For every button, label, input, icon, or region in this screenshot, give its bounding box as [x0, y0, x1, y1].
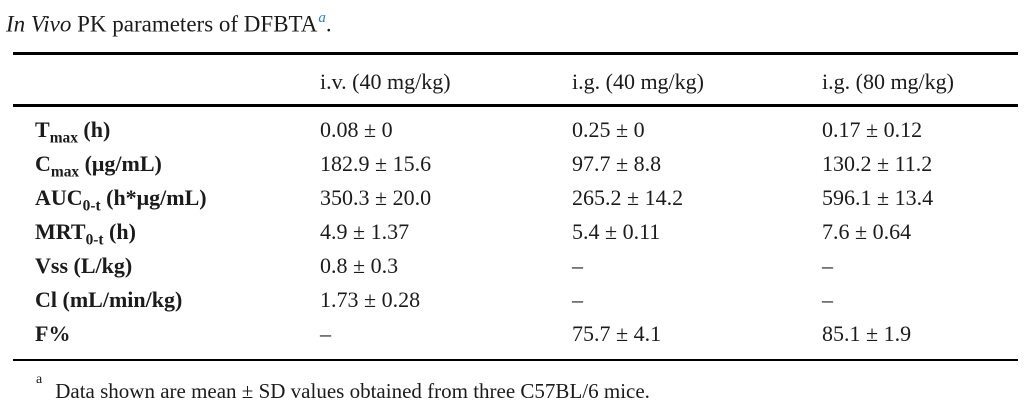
cell-value: 97.7 ± 8.8 — [572, 150, 662, 176]
column-header-iv-40: i.v. (40 mg/kg) — [320, 68, 451, 94]
table-row-vss: Vss (L/kg) 0.8 ± 0.3 – – — [13, 249, 1018, 283]
caption-italic-part: In Vivo — [6, 11, 72, 37]
cell-value: 596.1 ± 13.4 — [822, 184, 934, 210]
caption-footnote-link[interactable]: a — [318, 10, 326, 26]
row-label-tmax: Tmax (h) — [13, 105, 320, 147]
cell-value: – — [320, 320, 331, 346]
cell-value: 0.17 ± 0.12 — [822, 116, 923, 142]
cell-value: 182.9 ± 15.6 — [320, 150, 432, 176]
row-label-auc: AUC0-t (h*μg/mL) — [13, 181, 320, 215]
table-row-f: F% – 75.7 ± 4.1 85.1 ± 1.9 — [13, 317, 1018, 360]
column-header-ig-40: i.g. (40 mg/kg) — [572, 68, 704, 94]
row-label-cmax: Cmax (μg/mL) — [13, 147, 320, 181]
label-unit: (h*μg/mL) — [100, 184, 207, 210]
table-row-cl: Cl (mL/min/kg) 1.73 ± 0.28 – – — [13, 283, 1018, 317]
cell-value: – — [572, 286, 583, 312]
column-header-ig-80: i.g. (80 mg/kg) — [822, 68, 954, 94]
cell-value: 265.2 ± 14.2 — [572, 184, 684, 210]
table-row-auc: AUC0-t (h*μg/mL) 350.3 ± 20.0 265.2 ± 14… — [13, 181, 1018, 215]
row-label-cl: Cl (mL/min/kg) — [13, 283, 320, 317]
label-unit: (h) — [77, 116, 111, 142]
row-label-vss: Vss (L/kg) — [13, 249, 320, 283]
cell-value: 0.08 ± 0 — [320, 116, 393, 142]
label-unit: (μg/mL) — [79, 150, 162, 176]
label-sub: 0-t — [82, 197, 101, 215]
cell-value: 0.25 ± 0 — [572, 116, 645, 142]
cell-value: 5.4 ± 0.11 — [572, 218, 661, 244]
label-unit: (mL/min/kg) — [57, 286, 183, 312]
label-base: MRT — [35, 218, 86, 244]
label-base: AUC — [35, 184, 83, 210]
table-row-cmax: Cmax (μg/mL) 182.9 ± 15.6 97.7 ± 8.8 130… — [13, 147, 1018, 181]
cell-value: 350.3 ± 20.0 — [320, 184, 432, 210]
label-sub: max — [49, 129, 78, 147]
label-base: Vss — [35, 252, 69, 278]
table-row-mrt: MRT0-t (h) 4.9 ± 1.37 5.4 ± 0.11 7.6 ± 0… — [13, 215, 1018, 249]
table-caption: In Vivo PK parameters of DFBTAa. — [0, 0, 1036, 40]
cell-value: – — [572, 252, 583, 278]
label-sub: max — [50, 163, 80, 181]
label-base: T — [35, 116, 50, 142]
label-unit: (L/kg) — [68, 252, 133, 278]
footnote-text: Data shown are mean ± SD values obtained… — [55, 378, 650, 403]
footnote-marker: a — [36, 371, 43, 387]
caption-regular-part: PK parameters of DFBTA — [71, 11, 318, 37]
header-empty-cell — [13, 53, 320, 105]
caption-period: . — [325, 11, 332, 37]
cell-value: 1.73 ± 0.28 — [320, 286, 421, 312]
cell-value: 7.6 ± 0.64 — [822, 218, 912, 244]
pk-parameters-table: i.v. (40 mg/kg) i.g. (40 mg/kg) i.g. (80… — [13, 51, 1018, 361]
table-row-tmax: Tmax (h) 0.08 ± 0 0.25 ± 0 0.17 ± 0.12 — [13, 105, 1018, 147]
label-sub: 0-t — [85, 231, 104, 249]
cell-value: 85.1 ± 1.9 — [822, 320, 912, 346]
row-label-f: F% — [13, 317, 320, 360]
cell-value: 4.9 ± 1.37 — [320, 218, 410, 244]
footnote: a Data shown are mean ± SD values obtaine… — [36, 371, 1036, 405]
cell-value: – — [822, 286, 833, 312]
label-unit: (h) — [103, 218, 136, 244]
label-base: C — [35, 150, 51, 176]
cell-value: 130.2 ± 11.2 — [822, 150, 933, 176]
cell-value: – — [822, 252, 833, 278]
row-label-mrt: MRT0-t (h) — [13, 215, 320, 249]
label-base: Cl — [35, 286, 57, 312]
label-base: F% — [35, 320, 71, 346]
cell-value: 0.8 ± 0.3 — [320, 252, 399, 278]
cell-value: 75.7 ± 4.1 — [572, 320, 662, 346]
header-row: i.v. (40 mg/kg) i.g. (40 mg/kg) i.g. (80… — [13, 53, 1018, 106]
